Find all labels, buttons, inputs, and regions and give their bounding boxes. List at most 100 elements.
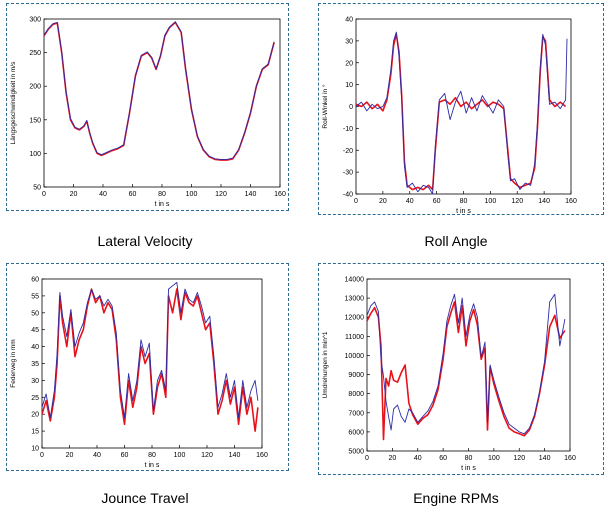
y-tick-label: 9000 — [348, 372, 364, 379]
x-tick-label: 100 — [186, 191, 198, 198]
series-line-blue — [366, 293, 566, 435]
x-tick-label: 80 — [460, 198, 468, 205]
y-tick-label: 20 — [31, 412, 39, 419]
y-tick-label: 5000 — [348, 449, 364, 456]
x-tick-label: 0 — [365, 455, 369, 462]
roll-angle-chart: 0 20 40 60 80 100 120 140 160 -40 -30 -20 -10 0 10 20 30… — [321, 17, 577, 215]
y-tick-label: 15 — [31, 429, 39, 436]
y-tick-label: 60 — [31, 277, 39, 284]
x-axis-label: t in s — [456, 208, 471, 214]
y-axis-label: Umdrehungen in min^1 — [322, 331, 329, 398]
x-tick-label: 160 — [565, 198, 577, 205]
series-line-blue — [43, 21, 275, 160]
x-tick-label: 40 — [93, 452, 101, 459]
x-tick-label: 80 — [465, 455, 473, 462]
lateral-velocity-chart-panel: 0 20 40 60 80 100 120 140 160 50 100 150 200 250 300 t … — [6, 3, 289, 211]
axes-box — [366, 278, 571, 452]
jounce-travel-chart-panel: 0 20 40 60 80 100 120 140 160 10 15 20 25 30 35 40 45 50 5… — [6, 263, 289, 471]
y-tick-label: -30 — [343, 170, 353, 177]
engine-rpm-caption: Engine RPMs — [413, 490, 499, 506]
x-tick-label: 160 — [256, 452, 268, 459]
x-tick-label: 140 — [245, 191, 257, 198]
x-tick-label: 0 — [42, 191, 46, 198]
roll-angle-chart-panel: 0 20 40 60 80 100 120 140 160 -40 -30 -20 -10 0 10 20 30… — [318, 3, 604, 215]
engine-rpm-chart: 0 20 40 60 80 100 120 140 160 5000 6000 7000 8000 900… — [322, 277, 576, 473]
x-axis-label: t in s — [461, 465, 476, 472]
y-tick-label: -20 — [343, 148, 353, 155]
x-tick-label: 20 — [66, 452, 74, 459]
y-axis-label: Federweg in mm — [10, 339, 17, 387]
x-tick-label: 120 — [513, 455, 525, 462]
y-tick-label: 250 — [29, 50, 41, 57]
y-tick-label: 7000 — [348, 410, 364, 417]
x-tick-label: 0 — [354, 198, 358, 205]
y-tick-label: 50 — [33, 185, 41, 192]
y-tick-label: 10 — [345, 82, 353, 89]
x-tick-label: 140 — [538, 198, 550, 205]
y-tick-label: 150 — [29, 117, 41, 124]
x-axis-label: t in s — [145, 462, 160, 469]
x-tick-label: 160 — [564, 455, 576, 462]
series-line-red — [366, 301, 566, 441]
axes-box — [43, 18, 281, 188]
y-tick-label: 200 — [29, 84, 41, 91]
x-tick-label: 0 — [40, 452, 44, 459]
y-tick-label: 25 — [31, 395, 39, 402]
y-tick-label: 100 — [29, 151, 41, 158]
x-tick-label: 100 — [485, 198, 497, 205]
lateral-velocity-chart: 0 20 40 60 80 100 120 140 160 50 100 150 200 250 300 t … — [10, 17, 286, 209]
y-tick-label: -40 — [343, 192, 353, 199]
series-line-red — [41, 288, 259, 432]
y-tick-label: 0 — [349, 104, 353, 111]
axes-box — [41, 278, 263, 449]
y-tick-label: 45 — [31, 327, 39, 334]
x-tick-label: 80 — [158, 191, 166, 198]
roll-angle-caption: Roll Angle — [424, 233, 488, 249]
x-tick-label: 60 — [121, 452, 129, 459]
y-tick-label: 50 — [31, 310, 39, 317]
y-tick-label: 10 — [31, 446, 39, 453]
series-line-blue — [41, 281, 259, 419]
y-tick-label: 40 — [345, 17, 353, 24]
y-tick-label: 6000 — [348, 429, 364, 436]
jounce-travel-chart: 0 20 40 60 80 100 120 140 160 10 15 20 25 30 35 40 45 50 5… — [10, 277, 268, 470]
y-tick-label: 40 — [31, 344, 39, 351]
x-tick-label: 80 — [148, 452, 156, 459]
y-tick-label: 14000 — [345, 277, 365, 284]
y-tick-label: 30 — [345, 38, 353, 45]
x-tick-label: 60 — [129, 191, 137, 198]
engine-rpm-chart-panel: 0 20 40 60 80 100 120 140 160 5000 6000 7000 8000 900… — [318, 263, 604, 475]
y-tick-label: 11000 — [345, 334, 364, 341]
y-tick-label: -10 — [343, 126, 353, 133]
x-tick-label: 20 — [70, 191, 78, 198]
x-tick-label: 140 — [229, 452, 241, 459]
x-tick-label: 20 — [388, 455, 396, 462]
y-tick-label: 35 — [31, 361, 39, 368]
x-tick-label: 40 — [406, 198, 414, 205]
y-tick-label: 55 — [31, 293, 39, 300]
y-tick-label: 12000 — [345, 315, 365, 322]
x-tick-label: 40 — [99, 191, 107, 198]
x-tick-label: 120 — [511, 198, 523, 205]
series-line-blue — [355, 31, 568, 195]
x-tick-label: 120 — [215, 191, 227, 198]
x-tick-label: 160 — [274, 191, 286, 198]
y-tick-label: 20 — [345, 60, 353, 67]
y-tick-label: 30 — [31, 378, 39, 385]
x-tick-label: 140 — [539, 455, 551, 462]
x-tick-label: 120 — [201, 452, 213, 459]
y-tick-label: 300 — [29, 17, 41, 24]
y-axis-label: Längsgeschwindigkeit in m/s — [10, 61, 17, 144]
y-tick-label: 13000 — [345, 296, 365, 303]
jounce-travel-caption: Jounce Travel — [101, 490, 189, 506]
lateral-velocity-caption: Lateral Velocity — [97, 233, 193, 249]
x-tick-label: 40 — [414, 455, 422, 462]
x-tick-label: 60 — [439, 455, 447, 462]
x-tick-label: 60 — [433, 198, 441, 205]
y-axis-label: Roll-Winkel in ° — [321, 84, 329, 129]
y-tick-label: 8000 — [348, 391, 364, 398]
x-tick-label: 100 — [174, 452, 186, 459]
x-tick-label: 20 — [379, 198, 387, 205]
x-tick-label: 100 — [488, 455, 500, 462]
x-axis-label: t in s — [155, 201, 170, 208]
